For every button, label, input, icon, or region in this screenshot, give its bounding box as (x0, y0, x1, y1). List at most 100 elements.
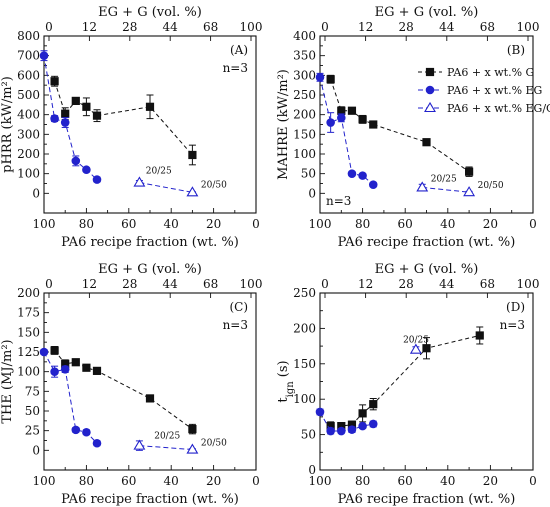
y-axis-label-sub: ign (285, 381, 296, 398)
data-point (369, 120, 378, 129)
data-point (92, 111, 102, 120)
data-point (337, 426, 346, 436)
y-tick-label: 50 (301, 167, 316, 181)
y-tick-label: 100 (293, 147, 316, 161)
x-axis-label: PA6 recipe fraction (wt. %) (338, 492, 516, 507)
x2-axis-label: EG + G (vol. %) (375, 262, 479, 277)
data-point (326, 426, 335, 436)
series (50, 75, 197, 166)
data-point (50, 77, 59, 86)
x-tick-label: 80 (79, 217, 94, 231)
x2-tick-label: 100 (517, 277, 540, 291)
legend-marker (425, 85, 435, 95)
x2-tick-label: 12 (82, 20, 97, 34)
data-point (315, 73, 325, 82)
x-tick-label: 80 (355, 217, 370, 231)
data-point (347, 106, 357, 115)
n-label: n=3 (223, 61, 248, 75)
y-tick-label: 75 (25, 384, 40, 398)
data-point (186, 443, 199, 454)
x2-tick-label: 0 (45, 277, 53, 291)
y-tick-label: 0 (32, 443, 40, 457)
y-axis-label-main: t (276, 397, 291, 403)
x-tick-label: 100 (33, 474, 56, 488)
series (315, 72, 378, 189)
legend-entry: PA6 + x wt.% EG (447, 84, 542, 97)
y-tick-label: 500 (17, 88, 40, 102)
y-tick-label: 200 (17, 147, 40, 161)
data-point (358, 409, 367, 418)
x2-tick-label: 44 (439, 277, 455, 291)
y-tick-label: 0 (308, 186, 316, 200)
panel-b: 100 80 60 40 20 00 12 28 44 68 1000501001502002503… (276, 5, 550, 250)
series-line (422, 186, 470, 193)
data-point (82, 165, 91, 175)
x2-tick-label: 68 (203, 20, 218, 34)
x-tick-label: 40 (164, 217, 179, 231)
y-tick-label: 150 (17, 325, 40, 339)
series-line (330, 334, 480, 427)
x2-tick-label: 12 (358, 20, 373, 34)
data-point (463, 186, 476, 197)
x2-tick-label: 68 (480, 277, 495, 291)
data-point (337, 113, 346, 123)
series (416, 181, 476, 197)
annotation: 20/25 (403, 336, 429, 346)
panel-label: (A) (230, 43, 248, 57)
y-tick-label: 400 (17, 108, 40, 122)
data-point (368, 180, 378, 189)
panel-label: (C) (229, 300, 248, 314)
y-tick-label: 400 (293, 29, 316, 43)
data-point (145, 394, 155, 403)
y-axis-label: tign (s) (276, 360, 296, 402)
x-tick-label: 40 (440, 217, 455, 231)
data-point (133, 176, 146, 187)
x2-tick-label: 12 (358, 277, 373, 291)
data-point (326, 118, 335, 127)
y-tick-label: 200 (293, 321, 316, 335)
y-tick-label: 0 (32, 186, 40, 200)
x2-tick-label: 0 (321, 277, 329, 291)
x-tick-label: 80 (79, 474, 94, 488)
panel-d: 100 80 60 40 20 00 12 28 44 68 100050100150200250P… (276, 262, 539, 507)
data-point (368, 419, 378, 429)
series-line (139, 445, 193, 451)
x-tick-label: 80 (355, 474, 370, 488)
series (39, 50, 102, 184)
y-tick-label: 50 (25, 404, 40, 418)
x-tick-label: 60 (398, 474, 413, 488)
data-point (60, 118, 70, 127)
x-tick-label: 20 (483, 217, 498, 231)
y-tick-label: 125 (17, 345, 40, 359)
legend: PA6 + x wt.% G PA6 + x wt.% EG PA6 + x wt.… (418, 66, 550, 115)
data-point (82, 363, 91, 372)
annotation: 20/25 (431, 175, 457, 185)
y-tick-label: 200 (17, 286, 40, 300)
data-point (188, 424, 197, 434)
y-tick-label: 150 (293, 127, 316, 141)
data-point (358, 115, 367, 124)
x-tick-label: 20 (483, 474, 498, 488)
x-tick-label: 60 (398, 217, 413, 231)
x2-axis-label: EG + G (vol. %) (98, 5, 202, 20)
y-tick-label: 350 (293, 49, 316, 63)
x-tick-label: 40 (164, 474, 179, 488)
data-point (186, 186, 199, 197)
series (326, 326, 484, 431)
data-point (50, 346, 59, 355)
y-tick-label: 175 (17, 306, 40, 320)
annotation: 20/50 (201, 180, 227, 190)
y-tick-label: 100 (17, 365, 40, 379)
y-tick-label: 0 (308, 463, 316, 477)
y-tick-label: 100 (293, 392, 316, 406)
panel-label: (D) (506, 300, 525, 314)
series-line (54, 81, 193, 156)
x-axis-label: PA6 recipe fraction (wt. %) (61, 235, 239, 250)
data-point (39, 51, 49, 60)
x2-tick-label: 12 (82, 277, 97, 291)
data-point (71, 358, 80, 367)
x-tick-label: 0 (529, 217, 537, 231)
data-point (465, 167, 474, 176)
series (50, 345, 197, 435)
